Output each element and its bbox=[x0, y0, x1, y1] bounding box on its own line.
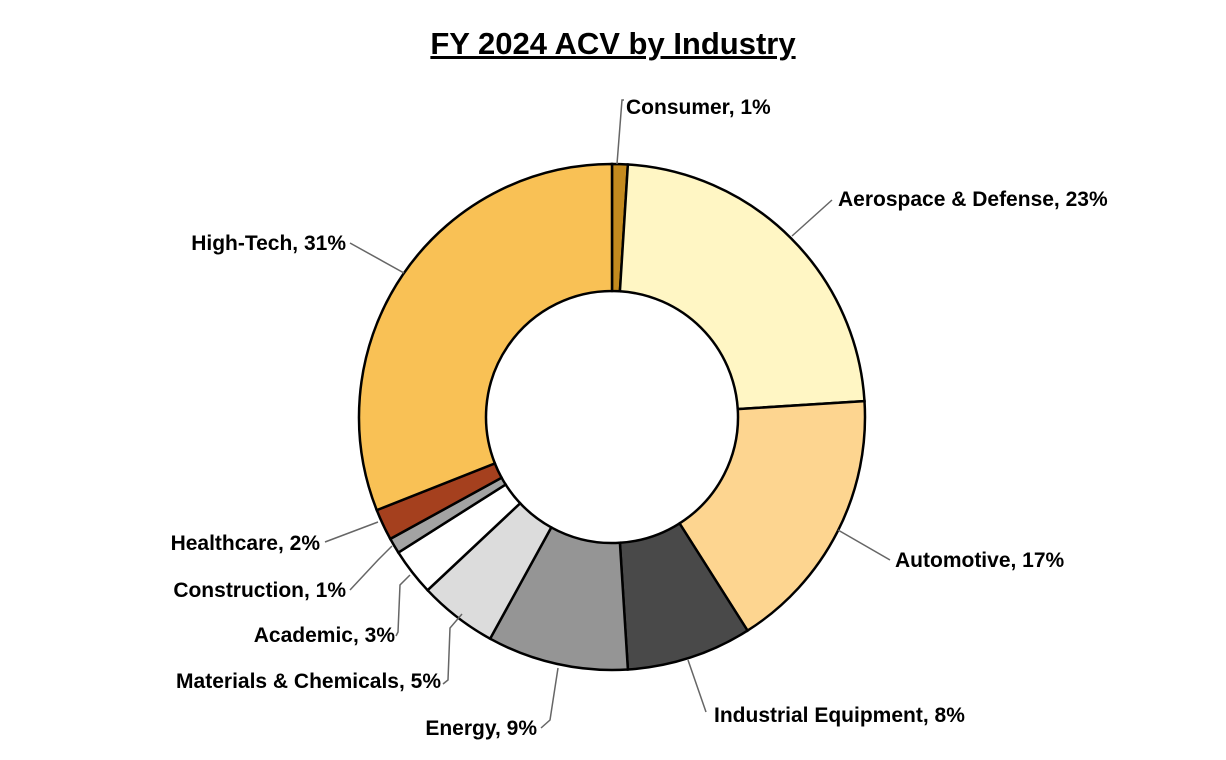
leader-line bbox=[442, 613, 463, 685]
leader-line bbox=[540, 667, 559, 729]
leader-line bbox=[687, 659, 707, 713]
data-label: Energy, 9% bbox=[425, 717, 537, 740]
data-label: Construction, 1% bbox=[173, 579, 346, 602]
slice-aerospace-defense bbox=[618, 163, 866, 411]
data-label: High-Tech, 31% bbox=[191, 232, 346, 255]
slice-high-tech bbox=[357, 162, 614, 512]
leader-line bbox=[791, 199, 833, 237]
leader-line bbox=[395, 574, 411, 637]
data-label: Academic, 3% bbox=[254, 624, 396, 647]
leader-line bbox=[837, 529, 891, 561]
data-label: Aerospace & Defense, 23% bbox=[838, 188, 1108, 211]
chart-title: FY 2024 ACV by Industry bbox=[430, 26, 796, 61]
leader-line bbox=[349, 545, 393, 591]
leader-line bbox=[349, 242, 405, 274]
slice-automotive bbox=[677, 399, 867, 633]
data-label: Consumer, 1% bbox=[626, 96, 771, 119]
data-label: Healthcare, 2% bbox=[171, 532, 321, 555]
data-label: Industrial Equipment, 8% bbox=[714, 704, 965, 727]
data-label: Automotive, 17% bbox=[895, 549, 1065, 572]
leader-line bbox=[324, 521, 379, 543]
leader-line bbox=[616, 99, 624, 165]
data-label: Materials & Chemicals, 5% bbox=[176, 670, 441, 693]
